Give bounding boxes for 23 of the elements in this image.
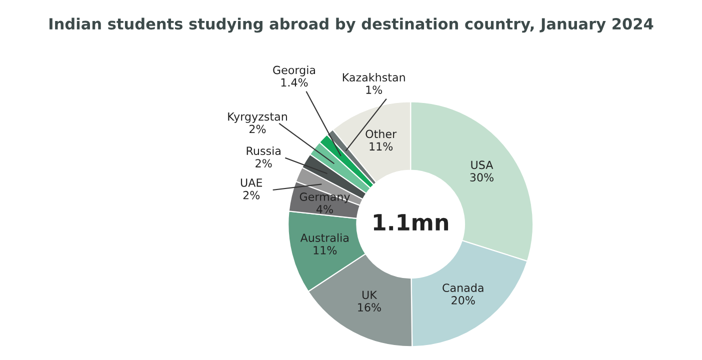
data-label: 2%: [249, 124, 266, 134]
slice-label: USA: [471, 160, 494, 170]
chart-title: Indian students studying abroad by destination country, January 2024: [50, 18, 654, 33]
slice-label: UK: [362, 290, 378, 300]
slice-label: Australia: [300, 233, 348, 242]
data-label: 16%: [358, 303, 381, 312]
slice-label: Other: [366, 130, 397, 138]
text: 1.1mn: [374, 214, 448, 230]
data-label: 1.4%: [281, 78, 308, 87]
slice-label: Kyrgyzstan: [228, 112, 287, 123]
data-label: 2%: [256, 159, 272, 168]
slice-label: Canada: [442, 283, 484, 292]
slice-label: Russia: [246, 146, 280, 156]
data-label: 30%: [470, 173, 494, 182]
data-label: 1%: [366, 86, 382, 94]
data-label: 11%: [370, 142, 393, 151]
slice-label: UAE: [240, 178, 262, 187]
data-label: 2%: [243, 190, 260, 200]
slice-label: Kazakhstan: [342, 72, 405, 82]
data-label: 4%: [316, 204, 333, 214]
slice-label: Georgia: [273, 66, 316, 76]
data-label: 20%: [452, 296, 475, 304]
data-label: 11%: [314, 246, 337, 254]
